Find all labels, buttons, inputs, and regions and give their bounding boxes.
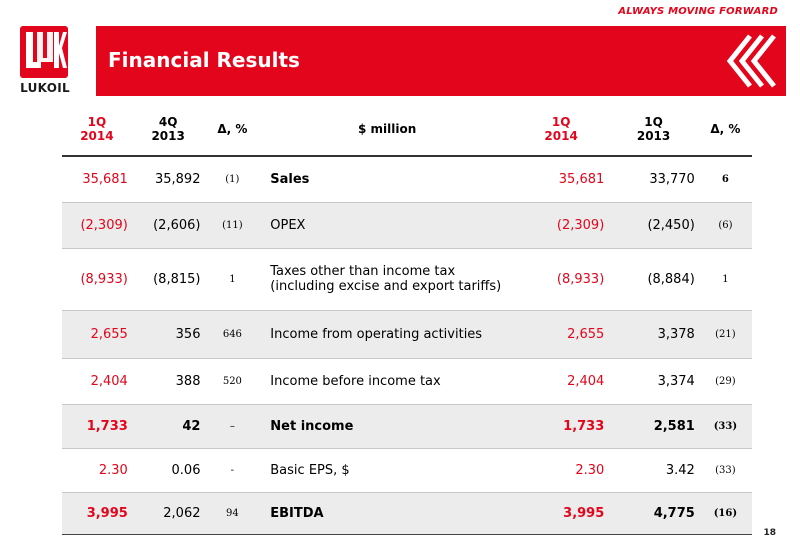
cell: 2,062 bbox=[131, 492, 205, 535]
cell: (8,884) bbox=[608, 248, 699, 311]
cell: (2,309) bbox=[513, 202, 609, 249]
cell: (8,815) bbox=[131, 248, 205, 311]
cell: (29) bbox=[698, 358, 752, 405]
cell: 35,681 bbox=[513, 156, 609, 203]
row-label: Income from operating activities bbox=[260, 310, 514, 359]
cell: 2.30 bbox=[513, 448, 609, 493]
cell: 520 bbox=[204, 358, 261, 405]
cell: (21) bbox=[698, 310, 752, 359]
cell: 35,892 bbox=[131, 156, 205, 203]
financial-results-table: 1Q 2014 4Q 2013 Δ, % $ million 1Q 2014 1Q 20… bbox=[62, 103, 752, 535]
lukoil-logo: LUKOIL bbox=[14, 26, 74, 106]
cell: (16) bbox=[698, 492, 752, 535]
cell: 6 bbox=[698, 156, 752, 203]
cell: 2,581 bbox=[608, 404, 699, 449]
table-row: 35,681 35,892 (1) Sales 35,681 33,770 6 bbox=[62, 156, 752, 203]
row-label: EBITDA bbox=[260, 492, 514, 535]
table-header-row: 1Q 2014 4Q 2013 Δ, % $ million 1Q 2014 1Q 20… bbox=[62, 103, 752, 157]
col-header-4q-2013: 4Q 2013 bbox=[131, 103, 205, 157]
logo-text: LUKOIL bbox=[20, 81, 70, 95]
cell: 2,404 bbox=[513, 358, 609, 405]
cell: 2,404 bbox=[62, 358, 132, 405]
cell: 0.06 bbox=[131, 448, 205, 493]
cell: 1 bbox=[204, 248, 261, 311]
cell: 1 bbox=[698, 248, 752, 311]
cell: (11) bbox=[204, 202, 261, 249]
col-header-units: $ million bbox=[260, 103, 514, 157]
cell: (2,450) bbox=[608, 202, 699, 249]
cell: 646 bbox=[204, 310, 261, 359]
chevrons-icon bbox=[726, 34, 776, 88]
cell: (33) bbox=[698, 448, 752, 493]
col-header-1q-2014: 1Q 2014 bbox=[62, 103, 132, 157]
cell: 356 bbox=[131, 310, 205, 359]
row-label: Income before income tax bbox=[260, 358, 514, 405]
cell: 2,655 bbox=[513, 310, 609, 359]
table-row: 2.30 0.06 - Basic EPS, $ 2.30 3.42 (33) bbox=[62, 448, 752, 493]
cell: 3,995 bbox=[62, 492, 132, 535]
col-header-delta-q: Δ, % bbox=[204, 103, 261, 157]
row-label: Taxes other than income tax (including ex… bbox=[260, 248, 514, 311]
cell: - bbox=[204, 448, 261, 493]
cell: 94 bbox=[204, 492, 261, 535]
cell: – bbox=[204, 404, 261, 449]
table-row: (8,933) (8,815) 1 Taxes other than incom… bbox=[62, 248, 752, 311]
cell: (2,606) bbox=[131, 202, 205, 249]
cell: 3.42 bbox=[608, 448, 699, 493]
cell: 33,770 bbox=[608, 156, 699, 203]
col-header-1q-2014-yoy: 1Q 2014 bbox=[513, 103, 609, 157]
cell: 3,378 bbox=[608, 310, 699, 359]
lukoil-logo-icon bbox=[20, 26, 68, 78]
table-row: (2,309) (2,606) (11) OPEX (2,309) (2,450… bbox=[62, 202, 752, 249]
cell: 1,733 bbox=[513, 404, 609, 449]
cell: 35,681 bbox=[62, 156, 132, 203]
page-number: 18 bbox=[763, 528, 776, 538]
cell: 1,733 bbox=[62, 404, 132, 449]
page-title: Financial Results bbox=[108, 48, 300, 72]
row-label: Basic EPS, $ bbox=[260, 448, 514, 493]
title-banner: Financial Results bbox=[96, 26, 786, 96]
tagline: ALWAYS MOVING FORWARD bbox=[618, 6, 778, 17]
cell: 42 bbox=[131, 404, 205, 449]
cell: (1) bbox=[204, 156, 261, 203]
table-row: 1,733 42 – Net income 1,733 2,581 (33) bbox=[62, 404, 752, 449]
row-label: Net income bbox=[260, 404, 514, 449]
table-row: 3,995 2,062 94 EBITDA 3,995 4,775 (16) bbox=[62, 492, 752, 535]
cell: (2,309) bbox=[62, 202, 132, 249]
cell: 2.30 bbox=[62, 448, 132, 493]
cell: 388 bbox=[131, 358, 205, 405]
col-header-1q-2013: 1Q 2013 bbox=[608, 103, 699, 157]
cell: (8,933) bbox=[62, 248, 132, 311]
table-row: 2,655 356 646 Income from operating acti… bbox=[62, 310, 752, 359]
cell: (33) bbox=[698, 404, 752, 449]
cell: (8,933) bbox=[513, 248, 609, 311]
cell: 2,655 bbox=[62, 310, 132, 359]
cell: 3,374 bbox=[608, 358, 699, 405]
cell: (6) bbox=[698, 202, 752, 249]
cell: 4,775 bbox=[608, 492, 699, 535]
row-label: Sales bbox=[260, 156, 514, 203]
row-label: OPEX bbox=[260, 202, 514, 249]
col-header-delta-y: Δ, % bbox=[698, 103, 752, 157]
table-row: 2,404 388 520 Income before income tax 2… bbox=[62, 358, 752, 405]
cell: 3,995 bbox=[513, 492, 609, 535]
